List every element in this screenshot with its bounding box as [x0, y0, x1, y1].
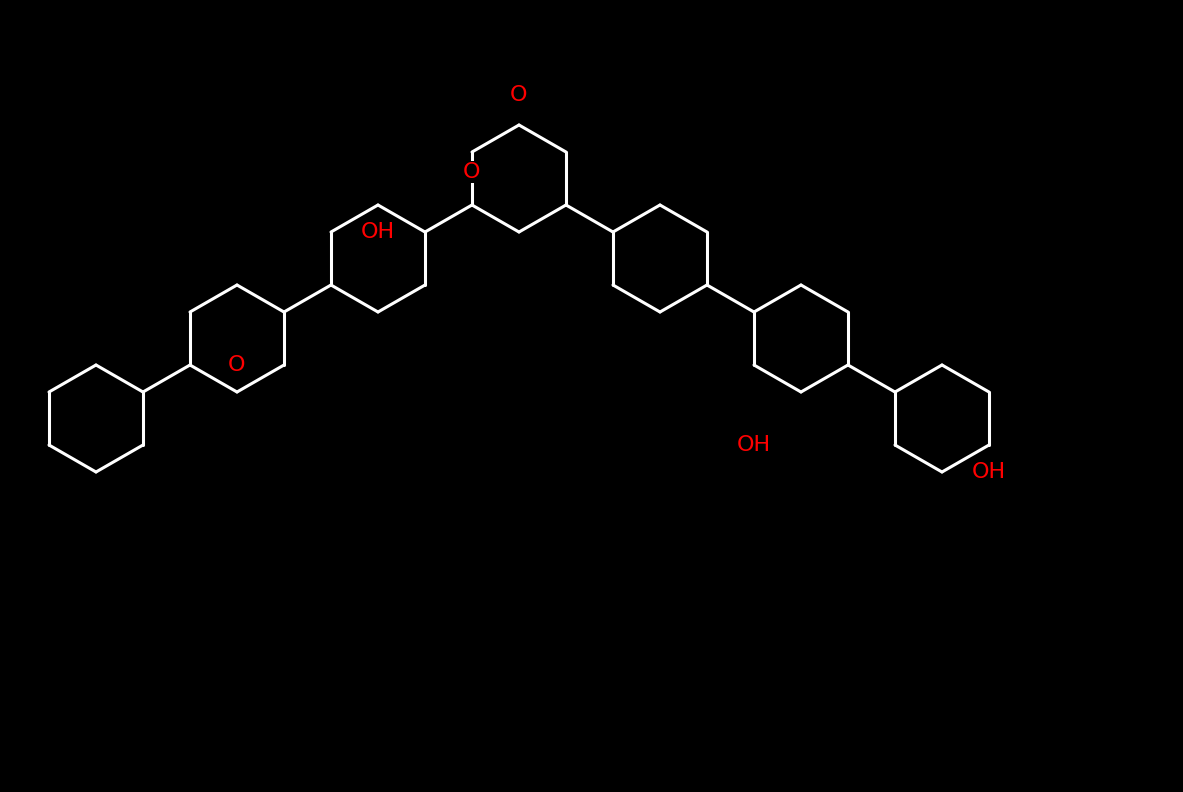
Text: O: O: [510, 85, 528, 105]
Text: OH: OH: [972, 462, 1006, 482]
Text: OH: OH: [737, 435, 771, 455]
Text: O: O: [464, 162, 480, 182]
Text: O: O: [228, 355, 246, 375]
Text: OH: OH: [361, 222, 395, 242]
